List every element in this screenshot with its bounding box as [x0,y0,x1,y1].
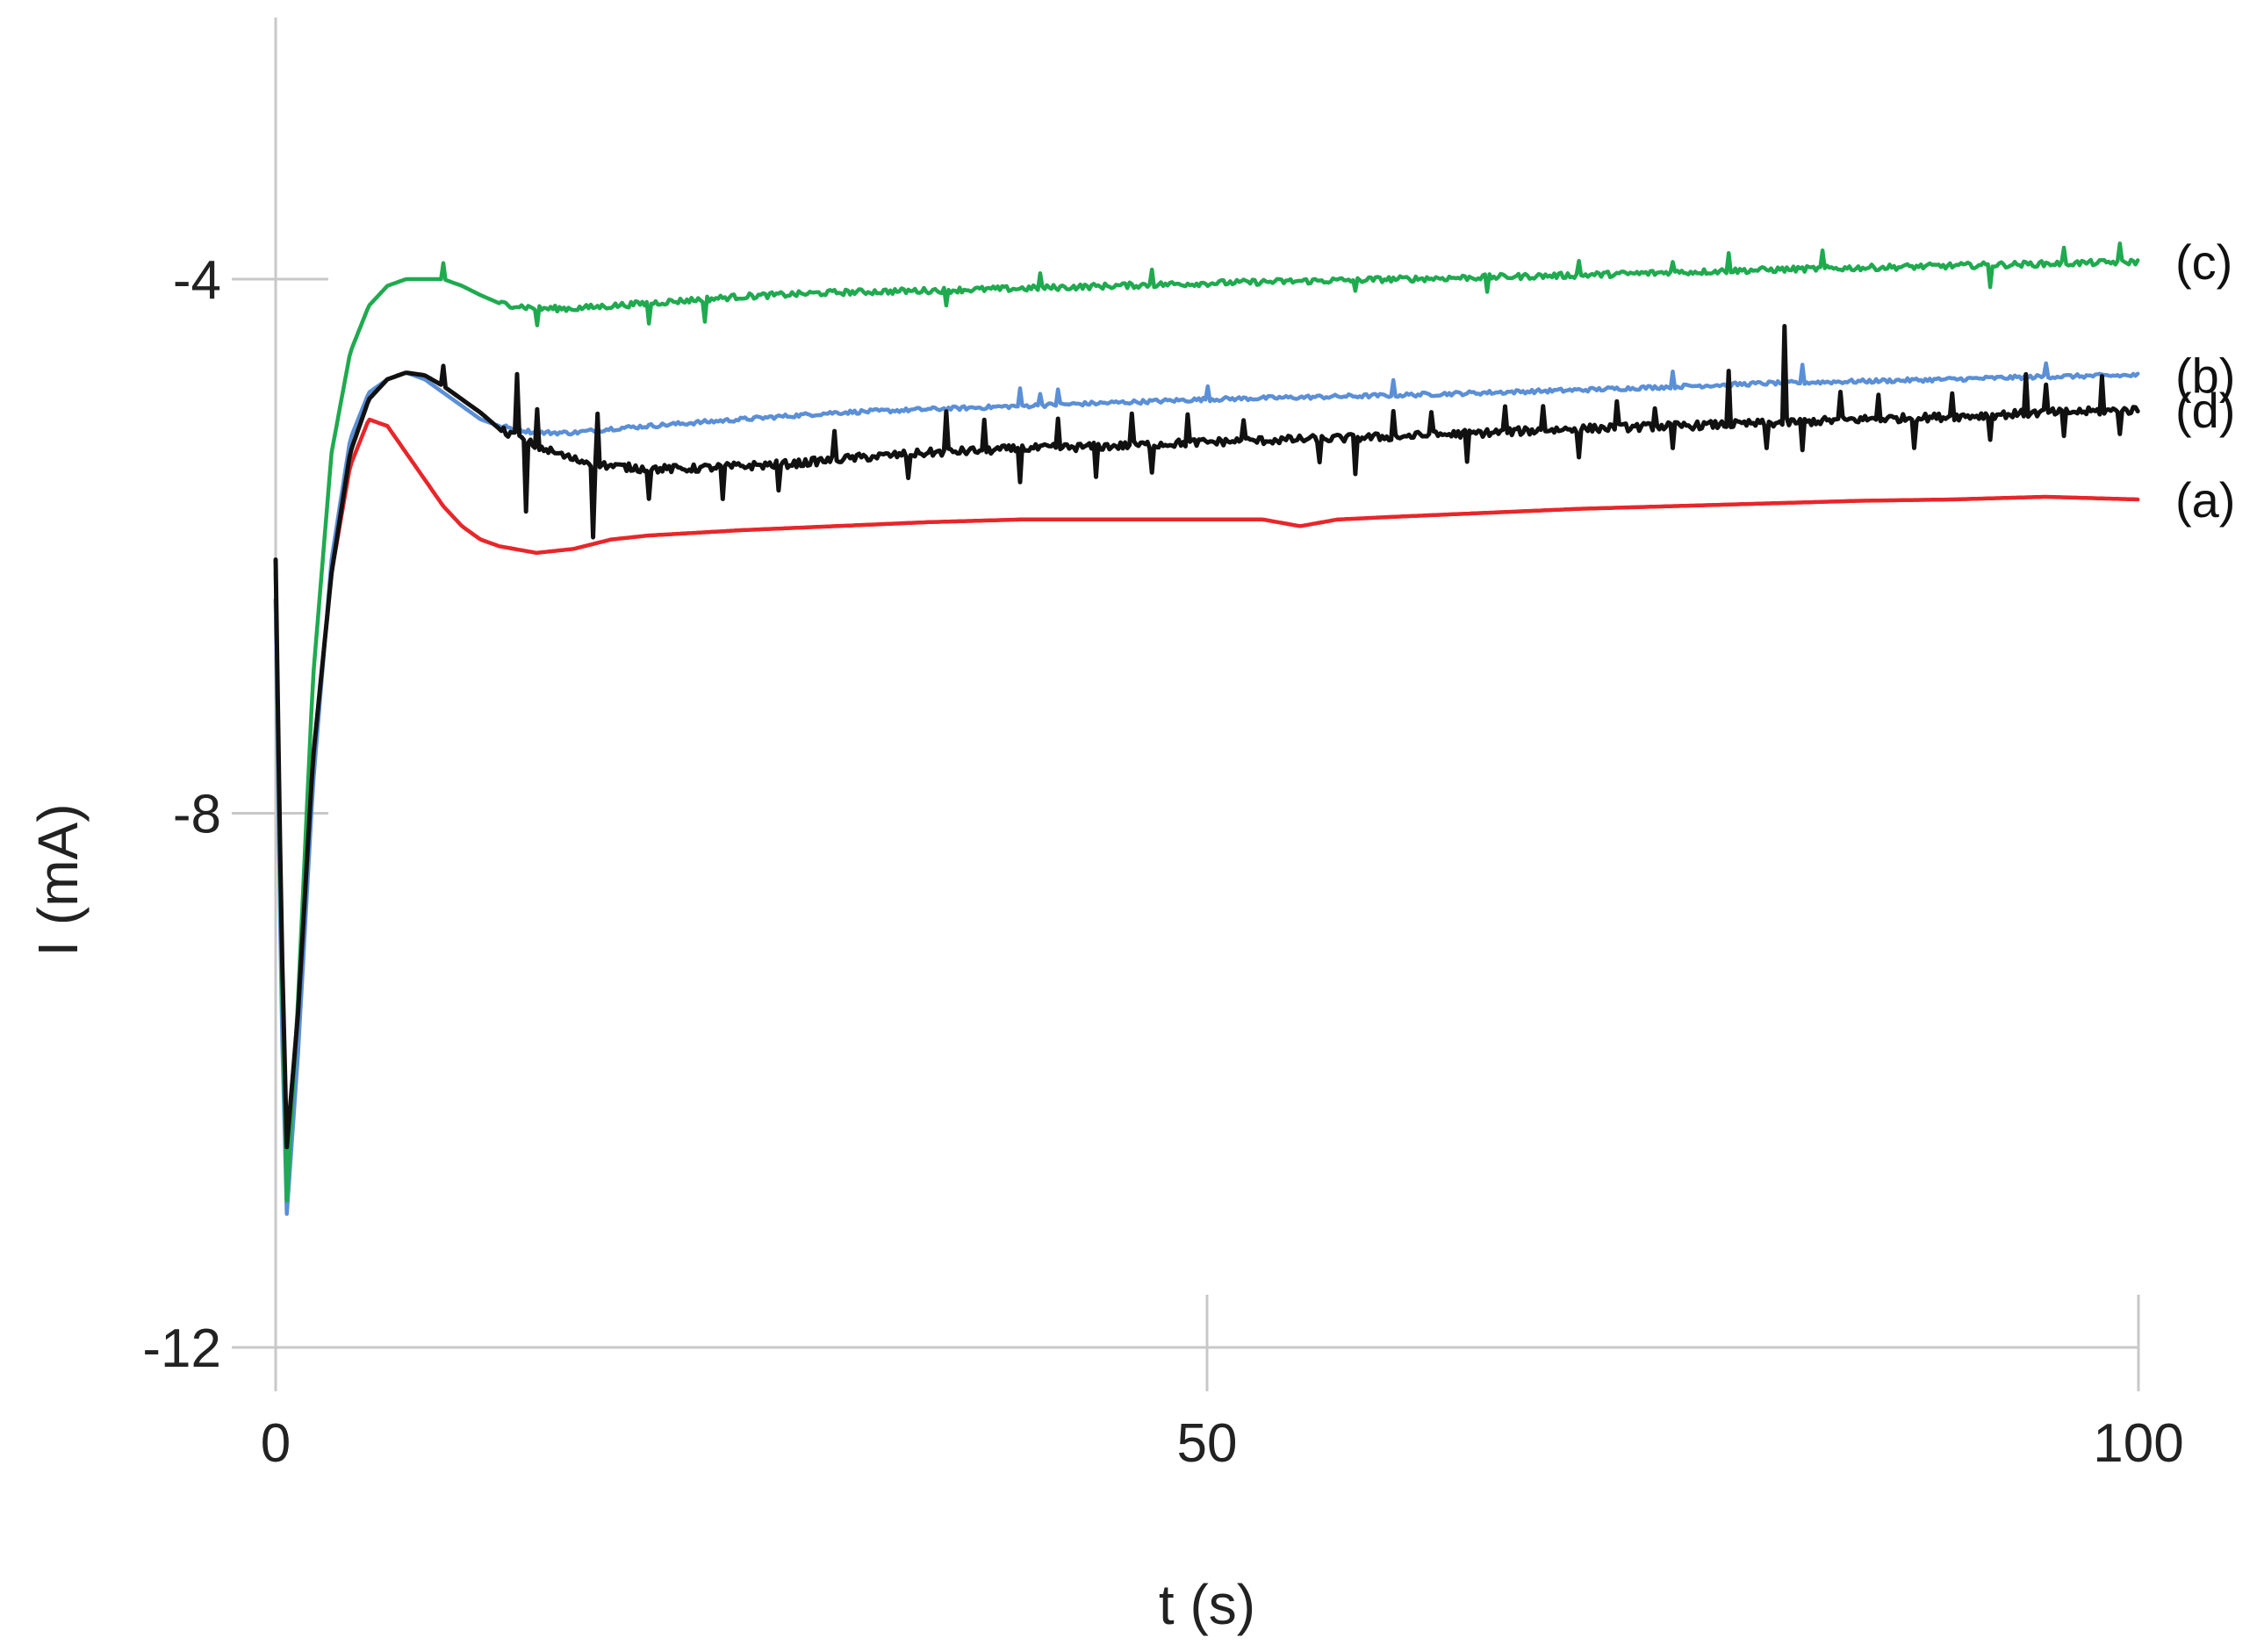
y-axis-title: I (mA) [26,803,90,956]
x-axis-title: t (s) [1159,1573,1255,1636]
series-line-a [273,417,2140,1203]
y-ticks: -4 -8 -12 [142,250,328,1379]
axes [274,18,2138,1387]
y-tick-label: -4 [173,250,221,311]
series-label-d: (d) [2175,383,2235,438]
series-line-b [273,361,2140,1217]
x-tick-label: 50 [1177,1413,1238,1474]
series-labels: (a) (b) (c) (d) [2175,234,2235,528]
series-line-c [273,241,2140,1203]
y-tick-label: -12 [142,1318,221,1379]
series-label-c: (c) [2175,234,2232,290]
series-line-d [273,324,2140,1150]
y-tick-label: -8 [173,785,221,845]
x-tick-label: 0 [261,1413,291,1474]
x-tick-label: 100 [2093,1413,2183,1474]
x-ticks: 0 50 100 [261,1295,2184,1474]
series-label-b: (b) [2175,348,2235,404]
series-label-a: (a) [2175,472,2235,528]
series-layer [273,241,2140,1217]
